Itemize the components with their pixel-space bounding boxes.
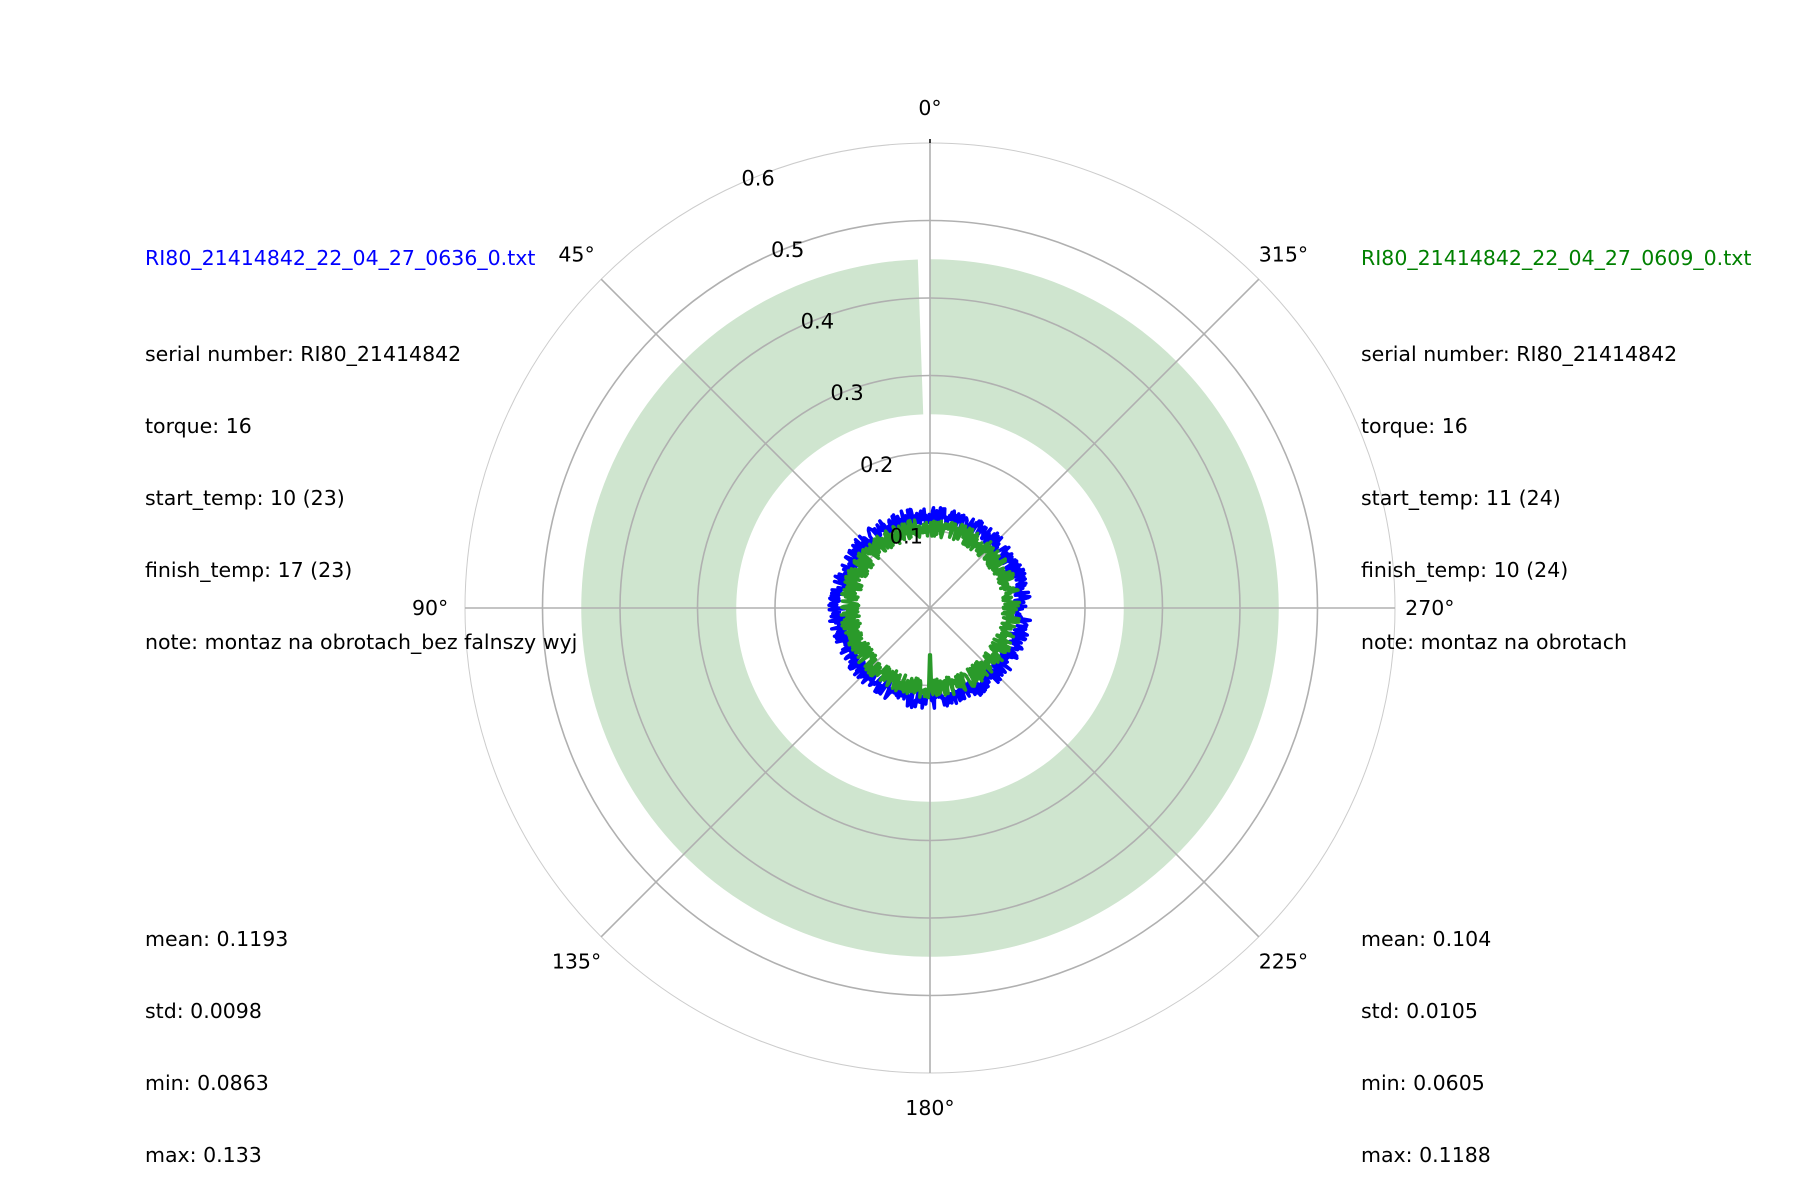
theta-tick-label: 0° xyxy=(918,96,941,120)
r-tick-label: 0.2 xyxy=(860,453,893,477)
right-torque: torque: 16 xyxy=(1361,414,1468,438)
right-finish-temp: finish_temp: 10 (24) xyxy=(1361,558,1569,582)
left-torque: torque: 16 xyxy=(145,414,252,438)
right-filename: RI80_21414842_22_04_27_0609_0.txt xyxy=(1361,246,1752,270)
theta-tick-label: 270° xyxy=(1405,596,1454,620)
series-layer xyxy=(827,505,1033,710)
r-tick-label: 0.3 xyxy=(830,381,863,405)
left-min: min: 0.0863 xyxy=(145,1071,269,1095)
theta-tick-label: 90° xyxy=(412,596,448,620)
theta-gridline xyxy=(600,607,931,938)
series-line-2 xyxy=(839,518,1022,700)
theta-tick-label: 45° xyxy=(558,243,594,267)
theta-tick-label: 315° xyxy=(1259,243,1308,267)
left-max: max: 0.133 xyxy=(145,1143,262,1167)
right-note: note: montaz na obrotach xyxy=(1361,630,1627,654)
r-tick-label: 0.5 xyxy=(771,238,804,262)
left-file-info: RI80_21414842_22_04_27_0636_0.txt serial… xyxy=(145,198,577,678)
theta-tick-label: 225° xyxy=(1259,949,1308,973)
r-tick-label: 0.1 xyxy=(890,524,923,548)
axis-labels: 0.1 0.2 0.3 0.4 0.5 0.6 0° 45° 90° 135° 180° 225° 27… xyxy=(412,96,1455,1120)
left-std: std: 0.0098 xyxy=(145,999,262,1023)
r-tick-label: 0.4 xyxy=(801,310,834,334)
left-finish-temp: finish_temp: 17 (23) xyxy=(145,558,353,582)
r-tick-label: 0.6 xyxy=(741,166,774,190)
right-min: min: 0.0605 xyxy=(1361,1071,1485,1095)
left-note: note: montaz na obrotach_bez falnszy wyj xyxy=(145,630,578,654)
left-filename: RI80_21414842_22_04_27_0636_0.txt xyxy=(145,246,536,270)
right-file-info: RI80_21414842_22_04_27_0609_0.txt serial… xyxy=(1361,198,1751,678)
right-serial: serial number: RI80_21414842 xyxy=(1361,342,1678,366)
right-mean: mean: 0.104 xyxy=(1361,927,1492,951)
left-stats: mean: 0.1193 std: 0.0098 min: 0.0863 max… xyxy=(145,879,288,1191)
theta-tick-label: 135° xyxy=(552,949,601,973)
right-start-temp: start_temp: 11 (24) xyxy=(1361,486,1561,510)
left-mean: mean: 0.1193 xyxy=(145,927,289,951)
right-max: max: 0.1188 xyxy=(1361,1143,1491,1167)
left-serial: serial number: RI80_21414842 xyxy=(145,342,462,366)
left-start-temp: start_temp: 10 (23) xyxy=(145,486,345,510)
right-std: std: 0.0105 xyxy=(1361,999,1478,1023)
right-stats: mean: 0.104 std: 0.0105 min: 0.0605 max:… xyxy=(1361,879,1491,1191)
theta-tick-label: 180° xyxy=(905,1096,954,1120)
